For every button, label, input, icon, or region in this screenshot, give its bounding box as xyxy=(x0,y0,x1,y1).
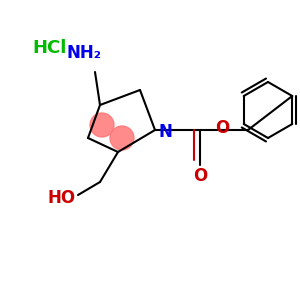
Text: O: O xyxy=(193,167,207,185)
Circle shape xyxy=(90,113,114,137)
Text: NH₂: NH₂ xyxy=(67,44,101,62)
Circle shape xyxy=(110,126,134,150)
Text: N: N xyxy=(158,123,172,141)
Text: HO: HO xyxy=(48,189,76,207)
Text: O: O xyxy=(215,119,229,137)
Text: HCl: HCl xyxy=(32,39,66,57)
